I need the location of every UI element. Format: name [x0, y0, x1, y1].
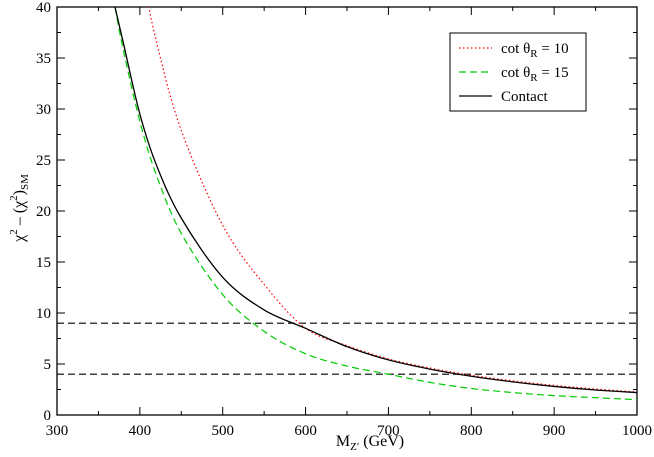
x-tick-label: 600 — [294, 423, 317, 439]
legend-label-2: Contact — [501, 89, 548, 105]
y-tick-label: 5 — [44, 357, 52, 373]
y-tick-label: 20 — [36, 204, 51, 220]
y-tick-label: 10 — [36, 306, 51, 322]
x-tick-label: 400 — [129, 423, 152, 439]
x-tick-label: 700 — [377, 423, 400, 439]
series-line-0 — [148, 7, 637, 393]
y-tick-label: 15 — [36, 255, 51, 271]
series-line-2 — [114, 7, 637, 394]
y-tick-label: 0 — [44, 408, 52, 424]
x-tick-label: 900 — [543, 423, 566, 439]
legend-label-0: cot θR = 10 — [501, 41, 569, 60]
y-tick-label: 40 — [36, 0, 51, 16]
legend-label-1: cot θR = 15 — [501, 65, 569, 84]
x-axis-title: MZ′ (GeV) — [336, 433, 404, 453]
y-axis-title: χ2 – (χ2)SM — [8, 174, 31, 243]
x-tick-label: 500 — [211, 423, 234, 439]
x-tick-label: 800 — [460, 423, 483, 439]
x-tick-label: 1000 — [622, 423, 652, 439]
x-tick-label: 300 — [46, 423, 69, 439]
y-tick-label: 25 — [36, 153, 51, 169]
series-line-1 — [114, 7, 637, 401]
y-tick-label: 35 — [36, 51, 51, 67]
legend: cot θR = 10 cot θR = 15 Contact — [449, 32, 587, 112]
y-tick-label: 30 — [36, 102, 51, 118]
